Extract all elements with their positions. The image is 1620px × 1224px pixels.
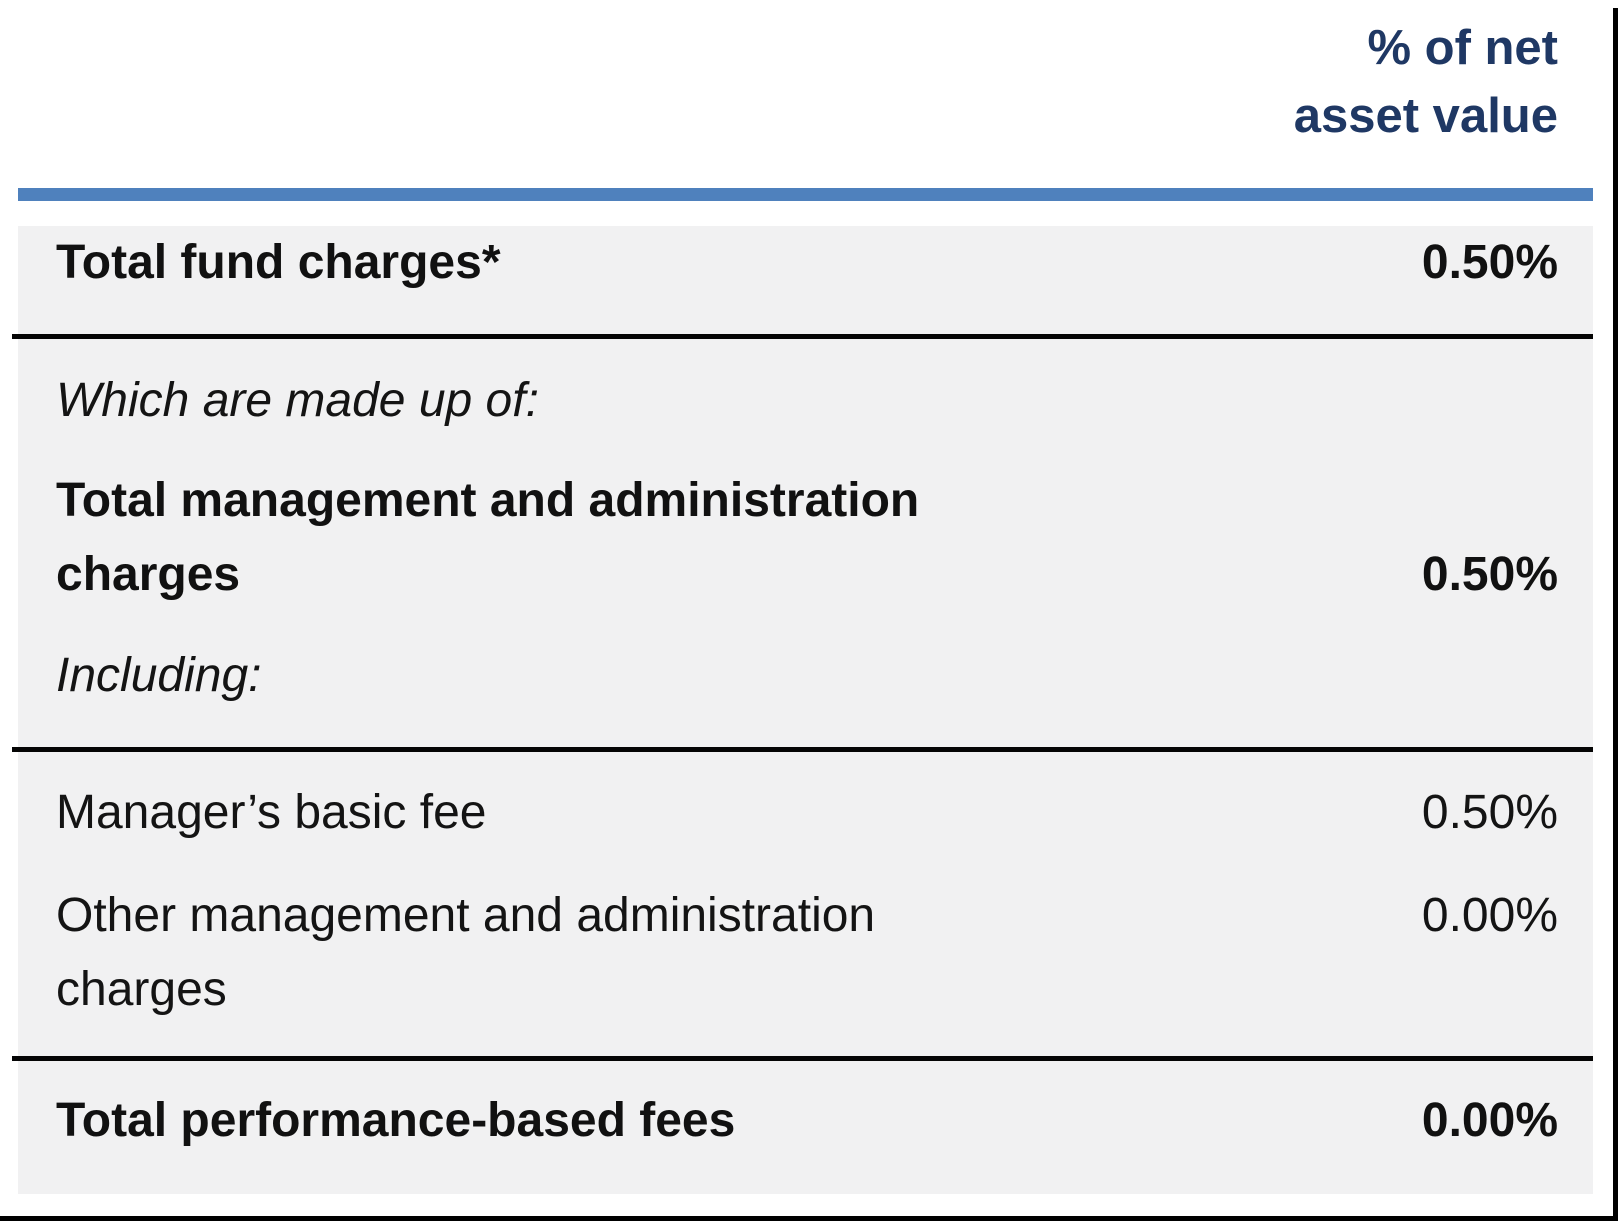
table-accent-bar: [18, 188, 1593, 201]
row-label-including: Including:: [56, 649, 262, 702]
row-value-total-management-admin-charges: 0.50%: [1421, 548, 1558, 601]
table-row: Total performance-based fees 0.00%: [56, 1084, 1558, 1158]
table-row: Including:: [56, 639, 1558, 713]
row-value-total-performance-based-fees: 0.00%: [1421, 1094, 1558, 1147]
row-value-other-management-admin-charges: 0.00%: [1421, 889, 1558, 942]
table-body: Total fund charges* 0.50% Which are made…: [12, 226, 1593, 1194]
table-row: Manager’s basic fee 0.50%: [56, 776, 1558, 850]
table-row: Total fund charges* 0.50%: [56, 226, 1558, 300]
table-row: Other management and administration char…: [56, 879, 1558, 1027]
row-label-total-management-admin-charges: Total management and administration char…: [56, 474, 920, 601]
table-row: Which are made up of:: [56, 364, 1558, 438]
row-label-total-performance-based-fees: Total performance-based fees: [56, 1094, 736, 1147]
row-value-managers-basic-fee: 0.50%: [1421, 786, 1558, 839]
fund-charges-table: Total fund charges* 0.50% Which are made…: [12, 188, 1593, 1194]
column-header-percent-of-net-asset-value: % of net asset value: [1293, 21, 1558, 143]
row-label-total-fund-charges: Total fund charges*: [56, 236, 501, 289]
row-value-total-fund-charges: 0.50%: [1421, 236, 1558, 289]
table-row: Total management and administration char…: [56, 464, 1558, 612]
row-divider: [12, 747, 1593, 752]
row-divider: [12, 334, 1593, 339]
row-label-managers-basic-fee: Manager’s basic fee: [56, 786, 487, 839]
row-label-other-management-admin-charges: Other management and administration char…: [56, 889, 876, 1016]
row-label-which-are-made-up-of: Which are made up of:: [56, 374, 539, 427]
row-divider: [12, 1056, 1593, 1061]
